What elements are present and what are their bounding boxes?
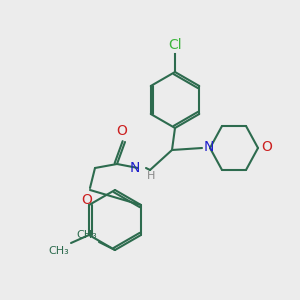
- Text: N: N: [204, 140, 214, 154]
- Text: O: O: [117, 124, 128, 138]
- Text: CH₃: CH₃: [76, 230, 97, 240]
- Text: O: O: [82, 193, 92, 207]
- Text: CH₃: CH₃: [48, 246, 69, 256]
- Text: H: H: [147, 171, 155, 181]
- Text: N: N: [130, 161, 140, 175]
- Text: Cl: Cl: [168, 38, 182, 52]
- Text: O: O: [261, 140, 272, 154]
